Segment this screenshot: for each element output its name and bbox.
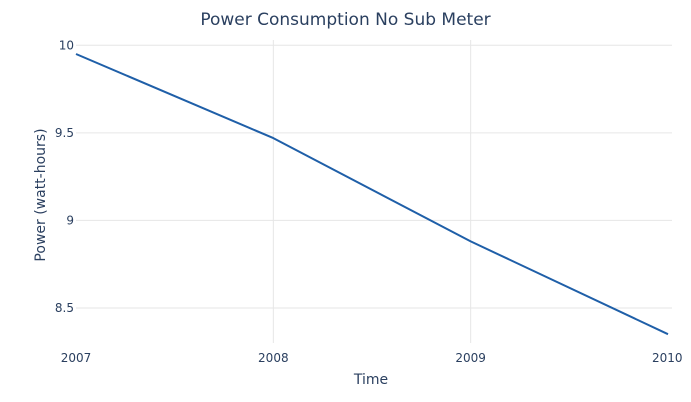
series-layer <box>75 53 669 336</box>
chart-title: Power Consumption No Sub Meter <box>200 10 491 30</box>
series-line <box>75 53 669 336</box>
y-tick-label: 10 <box>59 38 74 52</box>
x-tick-label: 2007 <box>61 351 92 365</box>
x-axis-title: Time <box>353 372 389 388</box>
y-tick-label: 9 <box>66 213 74 227</box>
tick-layer: 8.5 9 9.5 10 2007 2008 2009 2010 <box>55 38 683 365</box>
y-tick-label: 9.5 <box>55 126 74 140</box>
y-tick-label: 8.5 <box>55 301 74 315</box>
x-tick-label: 2009 <box>455 351 486 365</box>
x-tick-label: 2008 <box>258 351 289 365</box>
y-axis-title: Power (watt-hours) <box>33 128 49 262</box>
x-tick-label: 2010 <box>652 351 683 365</box>
grid-layer <box>76 40 672 343</box>
